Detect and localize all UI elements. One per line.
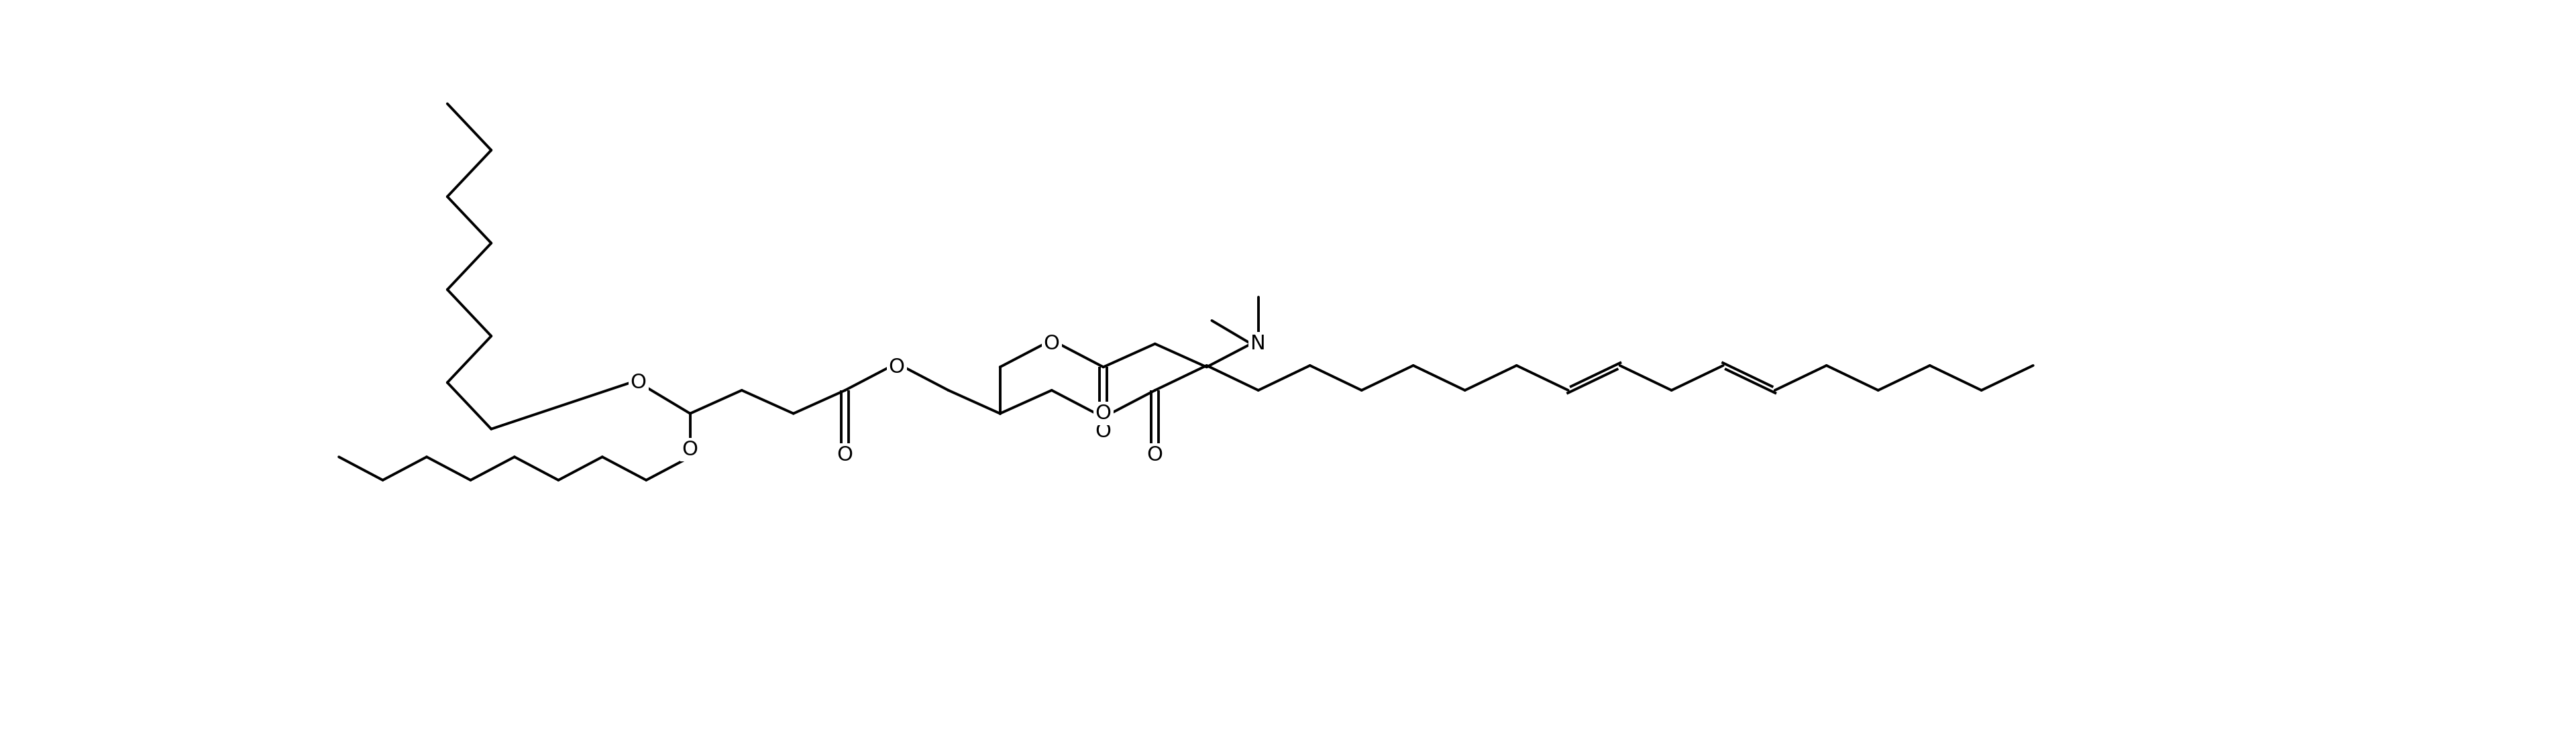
Text: O: O [631, 373, 647, 392]
Text: O: O [889, 357, 904, 377]
Text: O: O [837, 445, 853, 465]
Text: O: O [1043, 334, 1059, 354]
Text: N: N [1249, 334, 1265, 354]
Text: O: O [1095, 404, 1110, 423]
Text: O: O [1095, 422, 1110, 441]
Text: O: O [1146, 445, 1162, 465]
Text: O: O [683, 440, 698, 459]
